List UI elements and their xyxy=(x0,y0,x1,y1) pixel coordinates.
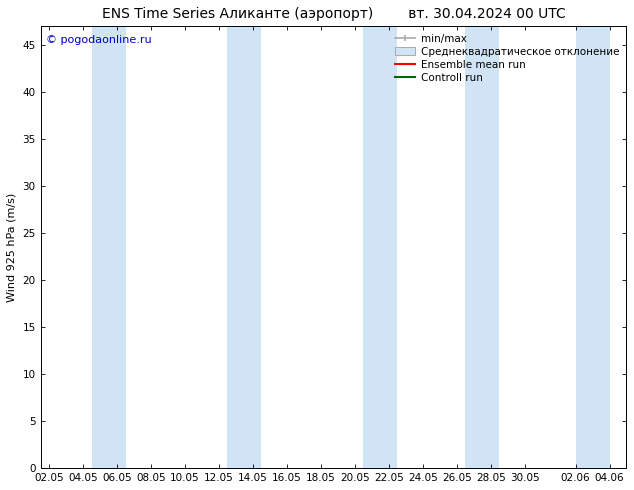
Bar xyxy=(593,26,609,468)
Bar xyxy=(108,26,126,468)
Text: © pogodaonline.ru: © pogodaonline.ru xyxy=(46,35,152,45)
Legend: min/max, Среднеквадратическое отклонение, Ensemble mean run, Controll run: min/max, Среднеквадратическое отклонение… xyxy=(391,29,623,87)
Bar xyxy=(482,26,499,468)
Bar xyxy=(465,26,482,468)
Bar xyxy=(228,26,244,468)
Bar xyxy=(576,26,593,468)
Bar xyxy=(380,26,398,468)
Bar xyxy=(244,26,261,468)
Title: ENS Time Series Аликанте (аэропорт)        вт. 30.04.2024 00 UTC: ENS Time Series Аликанте (аэропорт) вт. … xyxy=(101,7,566,21)
Bar xyxy=(91,26,108,468)
Y-axis label: Wind 925 hPa (m/s): Wind 925 hPa (m/s) xyxy=(7,193,17,302)
Bar xyxy=(363,26,380,468)
